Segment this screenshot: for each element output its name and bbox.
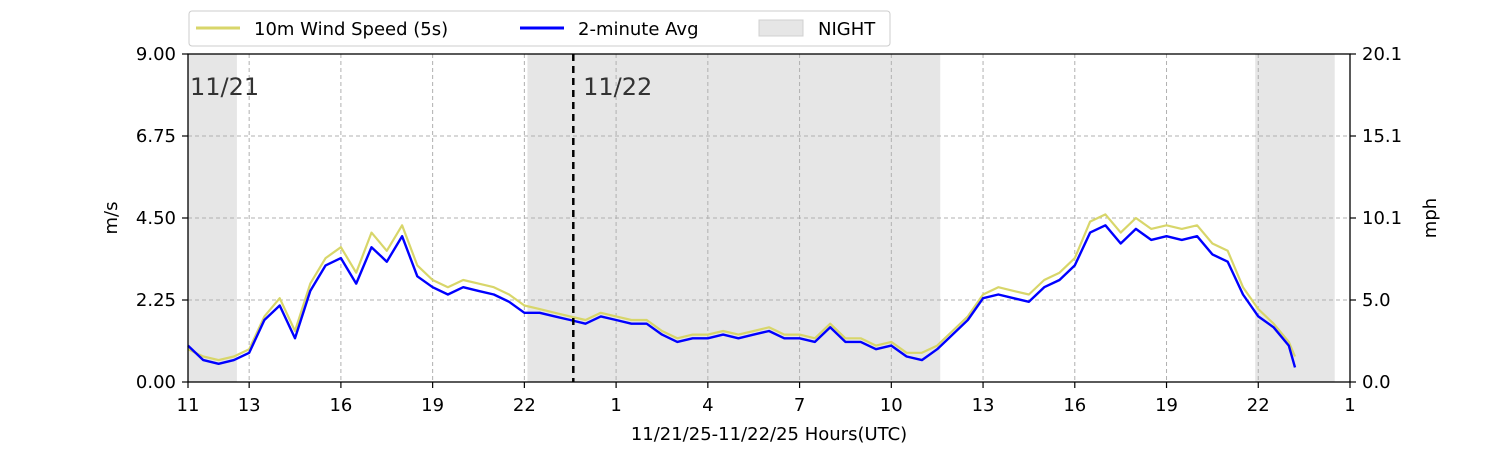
x-tick-label: 19 (421, 395, 444, 416)
y-tick-label-right: 0.0 (1362, 372, 1391, 393)
y-axis-label-left: m/s (101, 202, 122, 235)
y-tick-label-right: 15.1 (1362, 126, 1402, 147)
x-tick-label: 16 (329, 395, 352, 416)
x-tick-label: 16 (1063, 395, 1086, 416)
y-tick-label-right: 5.0 (1362, 290, 1391, 311)
legend-label-2min-avg: 2-minute Avg (578, 19, 699, 40)
legend-label-wind-speed: 10m Wind Speed (5s) (254, 19, 448, 40)
y-tick-label-right: 20.1 (1362, 44, 1402, 65)
x-tick-label: 4 (702, 395, 713, 416)
x-tick-label: 10 (880, 395, 903, 416)
x-tick-label: 7 (794, 395, 805, 416)
y-tick-label-left: 2.25 (136, 290, 176, 311)
series-wind-speed-line (187, 213, 1297, 362)
x-tick-label: 22 (1247, 395, 1270, 416)
x-tick-label: 19 (1155, 395, 1178, 416)
x-tick-label: 13 (238, 395, 261, 416)
y-axis-label-right: mph (1420, 198, 1441, 238)
x-tick-label: 1 (1344, 395, 1355, 416)
grid-layer (188, 54, 1350, 382)
x-tick-label: 1 (610, 395, 621, 416)
legend-swatch-night (758, 19, 804, 37)
x-tick-label: 13 (972, 395, 995, 416)
x-tick-label: 11 (177, 395, 200, 416)
x-axis-label: 11/21/25-11/22/25 Hours(UTC) (631, 424, 907, 445)
day-label-1122: 11/22 (583, 73, 652, 101)
x-tick-label: 22 (513, 395, 536, 416)
series-2min-avg-line (187, 224, 1297, 368)
y-tick-label-left: 4.50 (136, 208, 176, 229)
y-tick-label-left: 6.75 (136, 126, 176, 147)
legend: 10m Wind Speed (5s) 2-minute Avg NIGHT (188, 10, 891, 47)
series-layer (187, 213, 1297, 368)
day-label-1121: 11/21 (190, 73, 259, 101)
y-tick-label-right: 10.1 (1362, 208, 1402, 229)
y-tick-label-left: 9.00 (136, 44, 176, 65)
legend-label-night: NIGHT (818, 19, 876, 40)
axis-layer: 11 13 16 19 22 1 4 7 10 13 16 19 22 1 0.00 0.0 2.25 5.0 4.… (136, 44, 1402, 416)
y-tick-label-left: 0.00 (136, 372, 176, 393)
